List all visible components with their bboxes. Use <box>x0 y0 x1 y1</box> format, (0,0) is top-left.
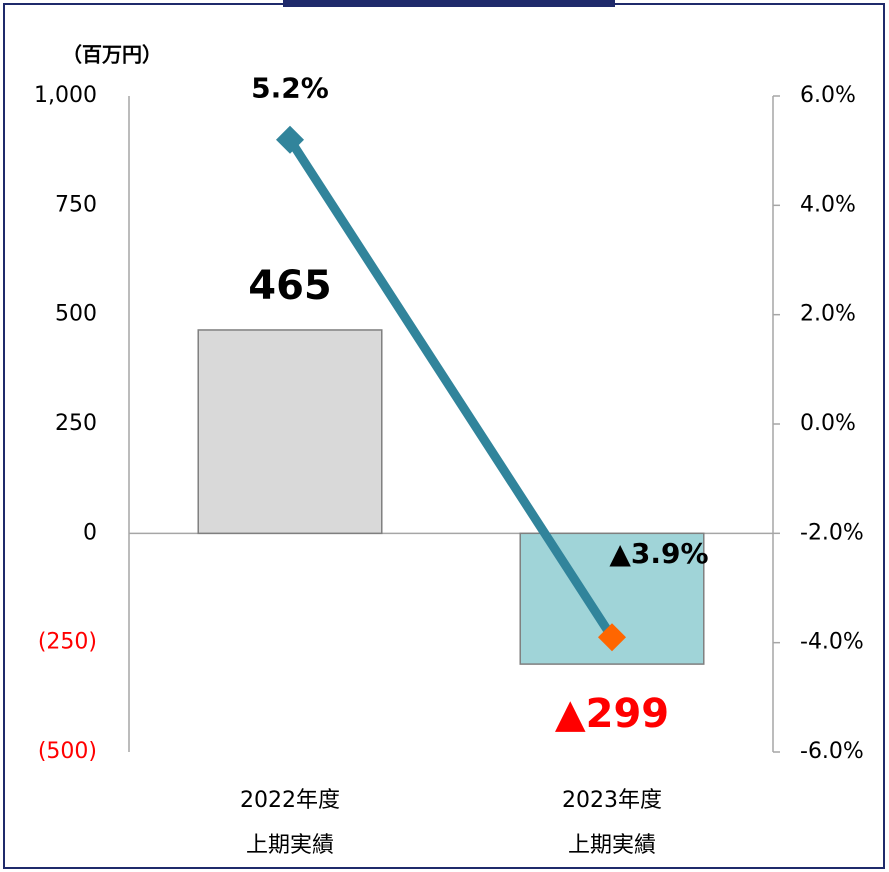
y2-tick-label: 2.0% <box>800 302 856 327</box>
x-tick-label: 2023年度 上期実績 <box>562 788 662 858</box>
y2-tick-label: -4.0% <box>800 630 864 655</box>
frame <box>3 3 885 869</box>
bar <box>197 329 383 535</box>
y-tick-label: 750 <box>55 192 97 217</box>
y-tick-label: 0 <box>83 520 97 545</box>
line-value-label: 5.2% <box>251 72 329 105</box>
x-tick-label: 2022年度 上期実績 <box>240 788 340 858</box>
header-tab <box>283 0 615 7</box>
y-tick-label: 250 <box>55 411 97 436</box>
y2-tick-label: 0.0% <box>800 411 856 436</box>
y-tick-label: 500 <box>55 302 97 327</box>
y-axis-label: （百万円） <box>62 43 162 67</box>
y-tick-label: 1,000 <box>34 83 97 108</box>
y2-tick-label: -2.0% <box>800 520 864 545</box>
y2-tick-label: 4.0% <box>800 192 856 217</box>
line-value-label: ▲3.9% <box>609 537 708 570</box>
marker <box>276 125 304 154</box>
y2-tick-label: 6.0% <box>800 83 856 108</box>
y-tick-label: (250) <box>38 630 97 655</box>
line <box>286 137 616 640</box>
y2-tick-label: -6.0% <box>800 739 864 764</box>
y-tick-label: (500) <box>38 739 97 764</box>
bar-value-label: ▲299 <box>555 691 669 737</box>
marker <box>598 623 626 652</box>
bar-value-label: 465 <box>248 263 332 309</box>
